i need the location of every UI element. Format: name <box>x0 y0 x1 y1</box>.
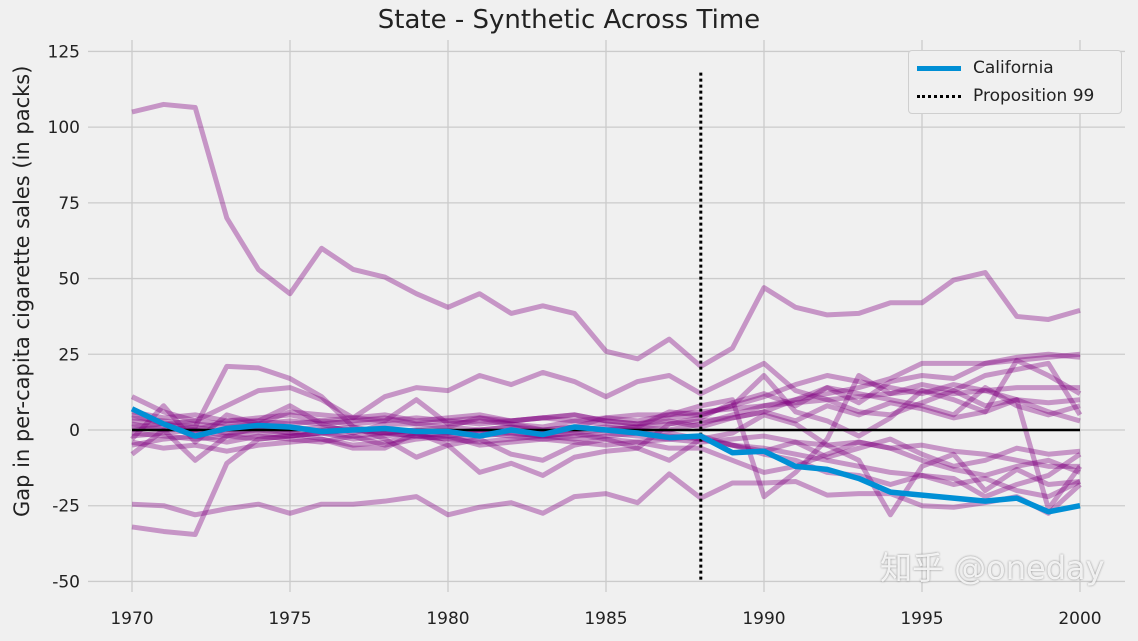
control-state-line <box>131 385 1080 430</box>
x-tick-label: 2000 <box>1058 609 1101 629</box>
control-state-line <box>131 471 1082 518</box>
y-tick-label: 0 <box>69 421 80 441</box>
control-state-line <box>131 357 1082 439</box>
y-tick-label: 75 <box>58 194 80 214</box>
control-state-line <box>131 372 1081 427</box>
x-tick-label: 1995 <box>900 609 943 629</box>
control-state-line <box>131 351 1081 463</box>
control-state-line <box>131 430 1081 478</box>
legend-label-proposition-99: Proposition 99 <box>973 86 1095 106</box>
y-tick-label: -50 <box>52 572 80 592</box>
legend-swatch-california <box>917 65 961 71</box>
x-tick-label: 1985 <box>584 609 627 629</box>
control-state-line <box>131 427 1080 469</box>
chart-title: State - Synthetic Across Time <box>377 5 761 35</box>
control-state-line <box>130 372 1083 512</box>
control-state-line <box>131 421 1082 500</box>
x-tick-label: 1980 <box>426 609 469 629</box>
x-tick-label: 1990 <box>742 609 785 629</box>
x-tick-label: 1975 <box>268 609 311 629</box>
legend: California Proposition 99 <box>908 50 1122 114</box>
x-tick-label: 1970 <box>110 609 153 629</box>
legend-label-california: California <box>973 58 1054 78</box>
control-state-line <box>130 412 1081 518</box>
y-tick-label: 125 <box>48 42 80 62</box>
y-tick-label: -25 <box>52 497 80 517</box>
control-state-line <box>131 397 1081 430</box>
control-state-line <box>130 360 1083 424</box>
control-state-line <box>131 101 1081 369</box>
watermark: 知乎 @oneday <box>880 549 1105 587</box>
legend-item-california: California <box>917 57 1054 79</box>
legend-swatch-proposition-99 <box>917 94 961 98</box>
control-state-line <box>131 433 1082 500</box>
y-tick-label: 100 <box>48 118 80 138</box>
legend-item-proposition-99: Proposition 99 <box>917 85 1094 107</box>
california-line <box>130 406 1081 515</box>
y-axis-label: Gap in per-capita cigarette sales (in pa… <box>10 65 34 517</box>
control-state-line <box>131 430 1081 469</box>
y-tick-label: 50 <box>58 270 80 290</box>
y-tick-label: 25 <box>58 345 80 365</box>
